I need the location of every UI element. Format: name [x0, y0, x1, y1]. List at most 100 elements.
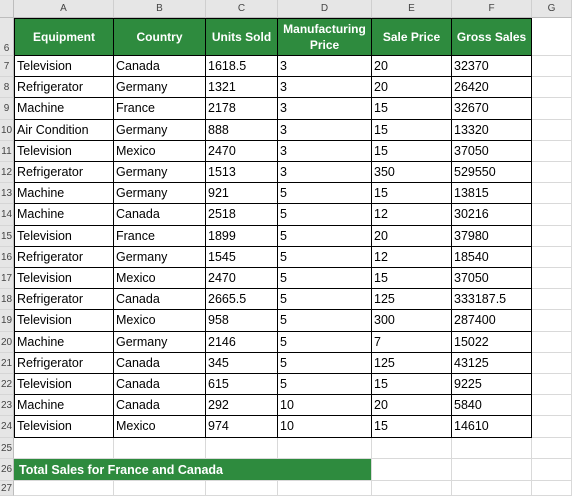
table-cell[interactable]: 20: [372, 225, 452, 247]
empty-cell[interactable]: [532, 119, 572, 141]
empty-cell[interactable]: [532, 268, 572, 290]
row-header-9[interactable]: 9: [0, 98, 14, 120]
row-header-25[interactable]: 25: [0, 437, 14, 459]
table-cell[interactable]: 287400: [452, 310, 532, 332]
row-header-16[interactable]: 16: [0, 246, 14, 268]
table-cell[interactable]: 5: [278, 310, 372, 332]
table-cell[interactable]: 333187.5: [452, 289, 532, 311]
table-cell[interactable]: 20: [372, 56, 452, 78]
table-cell[interactable]: Germany: [114, 183, 206, 205]
empty-cell[interactable]: [532, 480, 572, 496]
empty-cell[interactable]: [532, 77, 572, 99]
empty-cell[interactable]: [532, 395, 572, 417]
table-cell[interactable]: 300: [372, 310, 452, 332]
table-cell[interactable]: 3: [278, 162, 372, 184]
empty-cell[interactable]: [532, 225, 572, 247]
table-cell[interactable]: 9225: [452, 374, 532, 396]
table-cell[interactable]: Machine: [14, 331, 114, 353]
empty-cell[interactable]: [532, 458, 572, 481]
table-cell[interactable]: 15: [372, 416, 452, 438]
table-cell[interactable]: 1618.5: [206, 56, 278, 78]
table-cell[interactable]: 888: [206, 119, 278, 141]
empty-cell[interactable]: [14, 437, 114, 459]
table-cell[interactable]: Refrigerator: [14, 352, 114, 374]
empty-cell[interactable]: [206, 437, 278, 459]
table-cell[interactable]: 5: [278, 268, 372, 290]
table-cell[interactable]: Machine: [14, 183, 114, 205]
table-cell[interactable]: 974: [206, 416, 278, 438]
table-cell[interactable]: Refrigerator: [14, 289, 114, 311]
empty-cell[interactable]: [278, 480, 372, 496]
row-header-20[interactable]: 20: [0, 331, 14, 353]
row-header-19[interactable]: 19: [0, 310, 14, 332]
table-cell[interactable]: Germany: [114, 119, 206, 141]
empty-cell[interactable]: [532, 310, 572, 332]
table-cell[interactable]: 350: [372, 162, 452, 184]
table-cell[interactable]: 15022: [452, 331, 532, 353]
row-header-17[interactable]: 17: [0, 268, 14, 290]
table-cell[interactable]: Machine: [14, 98, 114, 120]
table-cell[interactable]: 5: [278, 246, 372, 268]
table-cell[interactable]: 1545: [206, 246, 278, 268]
table-cell[interactable]: 5: [278, 289, 372, 311]
table-cell[interactable]: 5: [278, 352, 372, 374]
row-header-10[interactable]: 10: [0, 119, 14, 141]
empty-cell[interactable]: [532, 56, 572, 78]
table-cell[interactable]: 3: [278, 77, 372, 99]
table-cell[interactable]: 958: [206, 310, 278, 332]
table-cell[interactable]: 125: [372, 289, 452, 311]
table-cell[interactable]: 615: [206, 374, 278, 396]
table-cell[interactable]: 37050: [452, 140, 532, 162]
table-cell[interactable]: 1899: [206, 225, 278, 247]
table-cell[interactable]: 10: [278, 395, 372, 417]
cell-g6[interactable]: [532, 18, 572, 56]
row-header-15[interactable]: 15: [0, 225, 14, 247]
empty-cell[interactable]: [14, 480, 114, 496]
table-cell[interactable]: 3: [278, 140, 372, 162]
empty-cell[interactable]: [532, 416, 572, 438]
row-header-24[interactable]: 24: [0, 416, 14, 438]
column-header-f[interactable]: F: [452, 0, 532, 18]
empty-cell[interactable]: [452, 437, 532, 459]
table-cell[interactable]: 921: [206, 183, 278, 205]
table-cell[interactable]: 2665.5: [206, 289, 278, 311]
table-cell[interactable]: 5: [278, 331, 372, 353]
table-cell[interactable]: Canada: [114, 289, 206, 311]
table-cell[interactable]: Canada: [114, 374, 206, 396]
row-header-21[interactable]: 21: [0, 352, 14, 374]
table-cell[interactable]: Television: [14, 374, 114, 396]
table-cell[interactable]: Television: [14, 56, 114, 78]
table-cell[interactable]: 3: [278, 98, 372, 120]
table-cell[interactable]: 43125: [452, 352, 532, 374]
table-cell[interactable]: 15: [372, 140, 452, 162]
table-cell[interactable]: Refrigerator: [14, 77, 114, 99]
table-cell[interactable]: Mexico: [114, 416, 206, 438]
table-cell[interactable]: 32370: [452, 56, 532, 78]
table-cell[interactable]: Germany: [114, 162, 206, 184]
table-cell[interactable]: Germany: [114, 77, 206, 99]
table-cell[interactable]: Mexico: [114, 140, 206, 162]
table-cell[interactable]: 10: [278, 416, 372, 438]
table-cell[interactable]: 529550: [452, 162, 532, 184]
table-cell[interactable]: 37980: [452, 225, 532, 247]
row-header-12[interactable]: 12: [0, 162, 14, 184]
table-cell[interactable]: Germany: [114, 331, 206, 353]
row-header-11[interactable]: 11: [0, 140, 14, 162]
table-cell[interactable]: 3: [278, 56, 372, 78]
table-cell[interactable]: Germany: [114, 246, 206, 268]
table-cell[interactable]: Television: [14, 268, 114, 290]
table-header-units-sold[interactable]: Units Sold: [206, 18, 278, 56]
table-cell[interactable]: Television: [14, 140, 114, 162]
row-header-26[interactable]: 26: [0, 458, 14, 481]
empty-cell[interactable]: [372, 458, 452, 481]
column-header-g[interactable]: G: [532, 0, 572, 18]
total-sales-label[interactable]: Total Sales for France and Canada: [14, 458, 372, 481]
table-cell[interactable]: Television: [14, 310, 114, 332]
empty-cell[interactable]: [452, 480, 532, 496]
empty-cell[interactable]: [372, 480, 452, 496]
table-cell[interactable]: 20: [372, 395, 452, 417]
table-cell[interactable]: 5840: [452, 395, 532, 417]
column-header-a[interactable]: A: [14, 0, 114, 18]
table-cell[interactable]: France: [114, 225, 206, 247]
table-header-gross-sales[interactable]: Gross Sales: [452, 18, 532, 56]
